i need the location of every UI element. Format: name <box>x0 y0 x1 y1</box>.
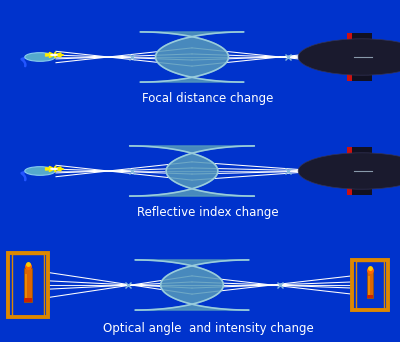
Circle shape <box>25 53 55 61</box>
Text: Reflective index change: Reflective index change <box>137 206 279 219</box>
Circle shape <box>298 153 400 189</box>
Text: Focal distance change: Focal distance change <box>142 92 274 105</box>
Circle shape <box>25 167 55 175</box>
Bar <box>368 276 370 297</box>
Bar <box>24 268 32 302</box>
Polygon shape <box>135 260 249 310</box>
Polygon shape <box>130 146 254 196</box>
Circle shape <box>50 168 58 170</box>
Bar <box>347 33 352 81</box>
Text: Optical angle  and intensity change: Optical angle and intensity change <box>103 322 313 335</box>
Bar <box>347 147 352 195</box>
Bar <box>24 298 32 302</box>
Bar <box>352 260 388 310</box>
Bar <box>8 253 48 317</box>
Bar <box>352 33 372 81</box>
Bar <box>367 294 373 298</box>
Bar <box>367 273 373 298</box>
Bar <box>356 261 384 309</box>
Bar <box>12 254 44 316</box>
Bar <box>25 274 27 301</box>
Circle shape <box>298 39 400 75</box>
Polygon shape <box>140 32 244 82</box>
Bar <box>352 147 372 195</box>
Circle shape <box>50 54 58 56</box>
